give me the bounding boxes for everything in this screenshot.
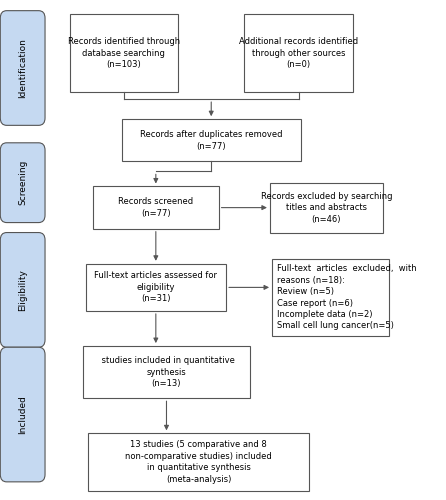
Text: Records after duplicates removed
(n=77): Records after duplicates removed (n=77) xyxy=(140,130,282,150)
Bar xyxy=(272,258,389,336)
Bar xyxy=(244,14,353,92)
Text: Full-text  articles  excluded,  with
reasons (n=18):
Review (n=5)
Case report (n: Full-text articles excluded, with reason… xyxy=(277,264,417,330)
FancyBboxPatch shape xyxy=(0,143,45,222)
Text: Eligibility: Eligibility xyxy=(18,269,27,311)
Text: Records screened
(n=77): Records screened (n=77) xyxy=(118,198,194,218)
Bar xyxy=(83,346,250,399)
Bar xyxy=(88,433,309,490)
FancyBboxPatch shape xyxy=(0,10,45,126)
FancyBboxPatch shape xyxy=(0,347,45,482)
Text: Full-text articles assessed for
eligibility
(n=31): Full-text articles assessed for eligibil… xyxy=(95,272,217,304)
FancyBboxPatch shape xyxy=(0,232,45,347)
Text: Additional records identified
through other sources
(n=0): Additional records identified through ot… xyxy=(239,37,358,69)
Bar xyxy=(122,119,301,162)
Text: Records excluded by searching
titles and abstracts
(n=46): Records excluded by searching titles and… xyxy=(260,192,392,224)
Bar xyxy=(270,182,383,232)
Text: Included: Included xyxy=(18,395,27,434)
Bar xyxy=(93,186,219,229)
Bar xyxy=(86,264,226,311)
Text: Screening: Screening xyxy=(18,160,27,206)
Text: Records identified through
database searching
(n=103): Records identified through database sear… xyxy=(68,37,180,69)
Text: Identification: Identification xyxy=(18,38,27,98)
Text: 13 studies (5 comparative and 8
non-comparative studies) included
in quantitativ: 13 studies (5 comparative and 8 non-comp… xyxy=(125,440,272,484)
Bar xyxy=(70,14,178,92)
Text: studies included in quantitative
synthesis
(n=13): studies included in quantitative synthes… xyxy=(99,356,235,388)
